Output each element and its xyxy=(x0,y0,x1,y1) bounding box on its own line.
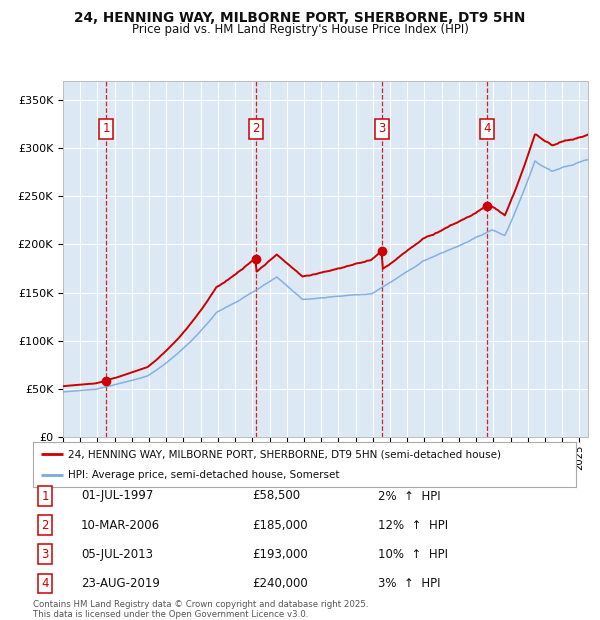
Text: 3: 3 xyxy=(41,548,49,560)
Text: £193,000: £193,000 xyxy=(252,548,308,560)
Text: 1: 1 xyxy=(41,490,49,502)
Text: 10-MAR-2006: 10-MAR-2006 xyxy=(81,519,160,531)
Text: 24, HENNING WAY, MILBORNE PORT, SHERBORNE, DT9 5HN: 24, HENNING WAY, MILBORNE PORT, SHERBORN… xyxy=(74,11,526,25)
Text: 3%  ↑  HPI: 3% ↑ HPI xyxy=(378,577,440,590)
Text: Price paid vs. HM Land Registry's House Price Index (HPI): Price paid vs. HM Land Registry's House … xyxy=(131,23,469,36)
Text: 4: 4 xyxy=(41,577,49,590)
Text: 2%  ↑  HPI: 2% ↑ HPI xyxy=(378,490,440,502)
Text: £240,000: £240,000 xyxy=(252,577,308,590)
Text: 05-JUL-2013: 05-JUL-2013 xyxy=(81,548,153,560)
Text: Contains HM Land Registry data © Crown copyright and database right 2025.
This d: Contains HM Land Registry data © Crown c… xyxy=(33,600,368,619)
Text: £185,000: £185,000 xyxy=(252,519,308,531)
Text: 2: 2 xyxy=(41,519,49,531)
Text: 12%  ↑  HPI: 12% ↑ HPI xyxy=(378,519,448,531)
Text: 24, HENNING WAY, MILBORNE PORT, SHERBORNE, DT9 5HN (semi-detached house): 24, HENNING WAY, MILBORNE PORT, SHERBORN… xyxy=(68,449,501,459)
Text: 23-AUG-2019: 23-AUG-2019 xyxy=(81,577,160,590)
Text: 1: 1 xyxy=(102,122,110,135)
Text: HPI: Average price, semi-detached house, Somerset: HPI: Average price, semi-detached house,… xyxy=(68,469,340,480)
Text: 01-JUL-1997: 01-JUL-1997 xyxy=(81,490,154,502)
Text: 2: 2 xyxy=(252,122,259,135)
Text: £58,500: £58,500 xyxy=(252,490,300,502)
Text: 4: 4 xyxy=(484,122,491,135)
Text: 3: 3 xyxy=(378,122,385,135)
Text: 10%  ↑  HPI: 10% ↑ HPI xyxy=(378,548,448,560)
